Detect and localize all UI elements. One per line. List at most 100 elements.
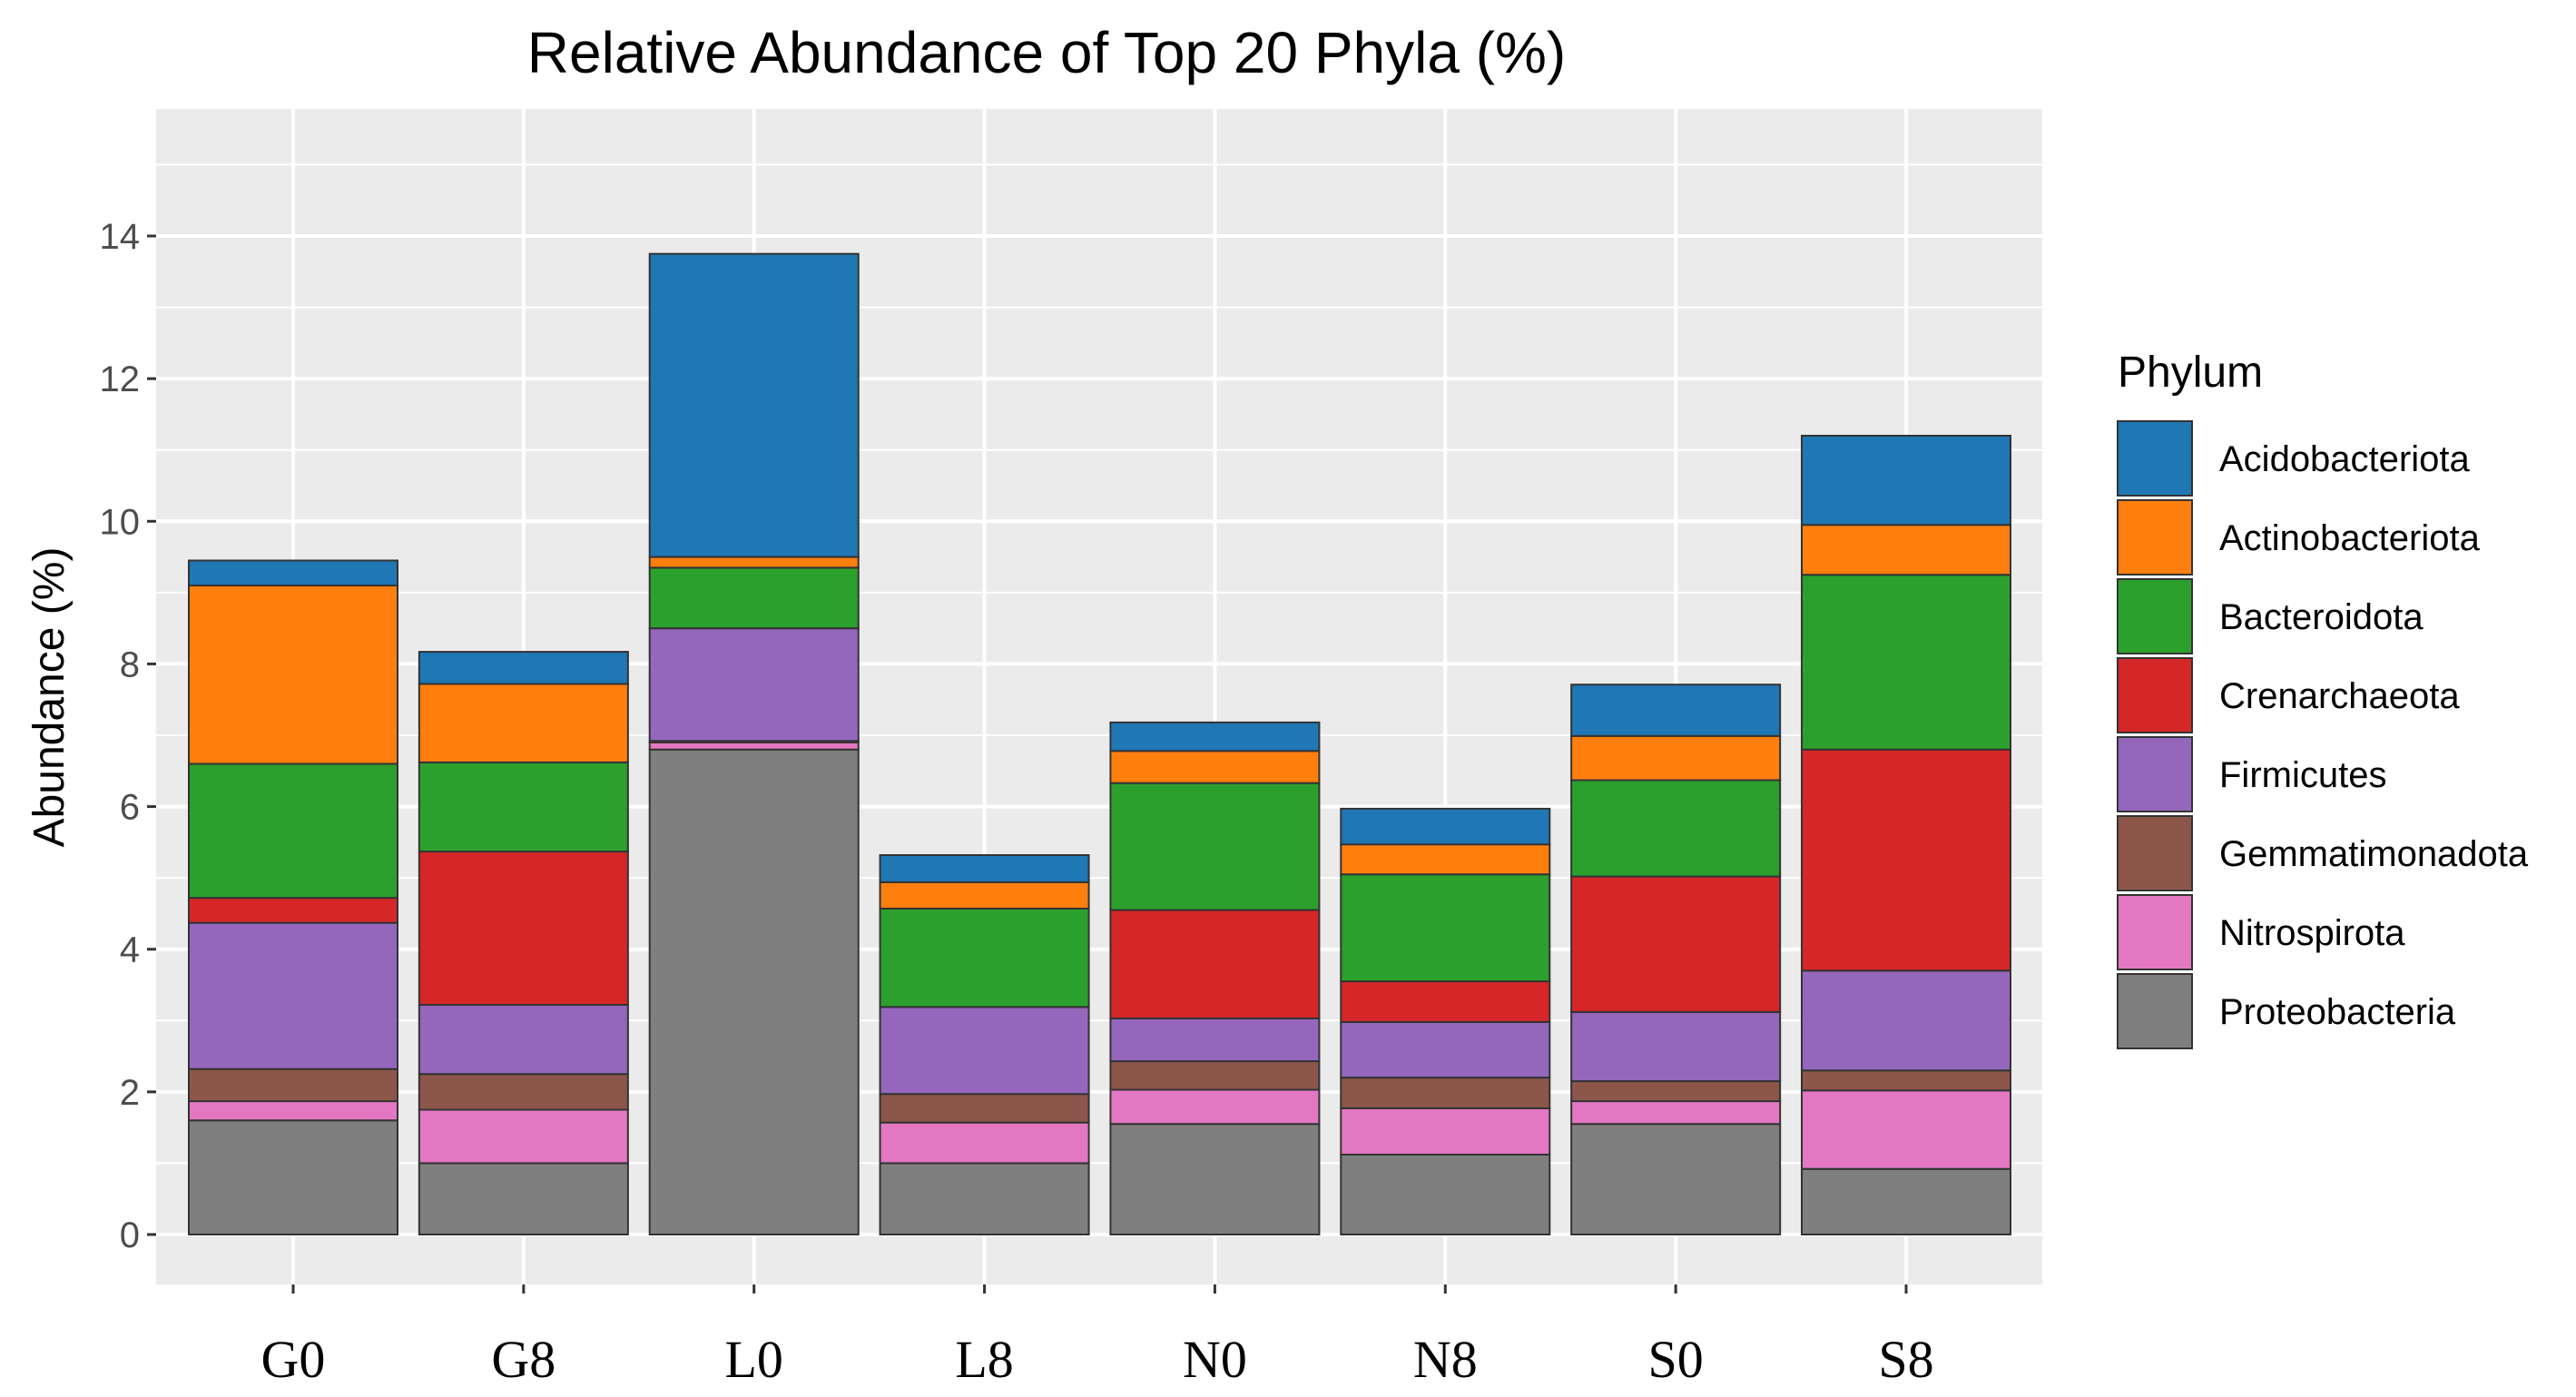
bar-segment-G0-nitrospirota — [188, 1100, 398, 1122]
bar-segment-G0-firmicutes — [188, 921, 398, 1070]
bar-segment-N0-gemmatimonadota — [1109, 1060, 1321, 1091]
x-tick-label-L0: L0 — [724, 1330, 782, 1389]
bars — [188, 252, 2011, 1236]
bar-segment-L8-acidobacteriota — [879, 854, 1090, 883]
legend-key-nitrospirota — [2117, 894, 2193, 970]
bar-segment-G0-crenarchaeota — [188, 897, 398, 924]
bar-segment-G0-actinobacteriota — [188, 585, 398, 765]
x-axis: G0 G8 L0 L8 N0 N8 S0 S8 — [261, 1284, 1934, 1389]
y-tick-label: 10 — [100, 502, 141, 542]
legend-key-firmicutes — [2117, 736, 2193, 812]
bar-segment-L8-firmicutes — [879, 1006, 1090, 1096]
bar-segment-L8-actinobacteriota — [879, 881, 1090, 910]
bar-segment-N0-acidobacteriota — [1109, 721, 1321, 753]
bar-segment-L0-proteobacteria — [648, 748, 860, 1235]
bar-segment-N8-proteobacteria — [1340, 1154, 1551, 1235]
bar-segment-L0-acidobacteriota — [648, 252, 860, 558]
bar-segment-G0-gemmatimonadota — [188, 1067, 398, 1103]
x-tick-label-L8: L8 — [955, 1330, 1013, 1389]
y-axis: 0 2 4 6 8 10 12 14 — [100, 217, 156, 1255]
legend-key-proteobacteria — [2117, 973, 2193, 1049]
bar-segment-N8-acidobacteriota — [1340, 807, 1551, 846]
bar-segment-S8-acidobacteriota — [1801, 435, 2011, 526]
bar-segment-G0-acidobacteriota — [188, 559, 398, 586]
bar-segment-S8-nitrospirota — [1801, 1089, 2011, 1170]
bar-segment-S8-firmicutes — [1801, 969, 2011, 1072]
bar-segment-S0-firmicutes — [1570, 1010, 1782, 1083]
legend-key-actinobacteriota — [2117, 499, 2193, 576]
chart-title: Relative Abundance of Top 20 Phyla (%) — [527, 20, 1566, 85]
y-tick-label: 4 — [120, 930, 140, 970]
x-tick-label-S0: S0 — [1648, 1330, 1704, 1389]
bar-segment-L8-nitrospirota — [879, 1121, 1090, 1165]
legend-label-actinobacteriota: Actinobacteriota — [2219, 518, 2481, 558]
legend-label-firmicutes: Firmicutes — [2219, 755, 2386, 795]
bar-segment-S8-bacteroidota — [1801, 574, 2011, 751]
bar-segment-N0-firmicutes — [1109, 1017, 1321, 1063]
bar-segment-S0-nitrospirota — [1570, 1100, 1782, 1126]
x-tick-label-S8: S8 — [1878, 1330, 1933, 1389]
bar-segment-N8-bacteroidota — [1340, 873, 1551, 983]
bar-segment-N0-nitrospirota — [1109, 1088, 1321, 1126]
legend-label-proteobacteria: Proteobacteria — [2219, 992, 2456, 1032]
legend-label-gemmatimonadota: Gemmatimonadota — [2219, 834, 2529, 874]
bar-segment-S8-gemmatimonadota — [1801, 1069, 2011, 1092]
y-tick-label: 14 — [100, 217, 141, 257]
bar-segment-N0-bacteroidota — [1109, 782, 1321, 911]
bar-segment-N8-nitrospirota — [1340, 1107, 1551, 1156]
bar-segment-S8-actinobacteriota — [1801, 524, 2011, 576]
bar-segment-S0-bacteroidota — [1570, 779, 1782, 878]
bar-segment-N8-gemmatimonadota — [1340, 1077, 1551, 1109]
bar-segment-G8-acidobacteriota — [418, 651, 629, 685]
bar-segment-N0-crenarchaeota — [1109, 909, 1321, 1019]
legend-label-nitrospirota: Nitrospirota — [2219, 913, 2405, 953]
y-tick-label: 12 — [100, 359, 141, 399]
y-tick-label: 2 — [120, 1073, 140, 1113]
legend-title: Phylum — [2118, 349, 2263, 397]
bar-segment-S0-proteobacteria — [1570, 1123, 1782, 1235]
bar-segment-L0-firmicutes — [648, 627, 860, 743]
y-tick-label: 8 — [120, 644, 140, 684]
bar-segment-S0-actinobacteriota — [1570, 734, 1782, 782]
bar-segment-L8-proteobacteria — [879, 1162, 1090, 1236]
legend-label-crenarchaeota: Crenarchaeota — [2219, 676, 2460, 716]
legend-key-acidobacteriota — [2117, 420, 2193, 497]
x-tick-label-G0: G0 — [261, 1330, 326, 1389]
y-tick-label: 6 — [120, 788, 140, 828]
bar-segment-S8-proteobacteria — [1801, 1167, 2011, 1235]
legend-key-bacteroidota — [2117, 578, 2193, 654]
legend-key-crenarchaeota — [2117, 657, 2193, 733]
bar-segment-L0-actinobacteriota — [648, 556, 860, 569]
bar-segment-L8-bacteroidota — [879, 907, 1090, 1008]
legend-key-gemmatimonadota — [2117, 815, 2193, 891]
legend-label-bacteroidota: Bacteroidota — [2219, 597, 2424, 637]
x-tick-label-G8: G8 — [491, 1330, 556, 1389]
bar-segment-L0-nitrospirota — [648, 741, 860, 751]
bar-segment-G0-bacteroidota — [188, 762, 398, 900]
bar-segment-G8-crenarchaeota — [418, 851, 629, 1006]
bar-segment-N0-proteobacteria — [1109, 1123, 1321, 1235]
x-tick-label-N0: N0 — [1183, 1330, 1247, 1389]
legend: Phylum Acidobacteriota Actinobacteriota Ba… — [2117, 349, 2529, 1049]
bar-segment-N8-actinobacteriota — [1340, 843, 1551, 876]
bar-segment-L8-gemmatimonadota — [879, 1093, 1090, 1124]
bar-segment-G8-gemmatimonadota — [418, 1073, 629, 1111]
bar-segment-S0-crenarchaeota — [1570, 875, 1782, 1013]
bar-segment-G0-proteobacteria — [188, 1119, 398, 1236]
bar-segment-G8-actinobacteriota — [418, 683, 629, 763]
bar-segment-N0-actinobacteriota — [1109, 750, 1321, 784]
legend-label-acidobacteriota: Acidobacteriota — [2219, 439, 2470, 479]
bar-segment-L0-bacteroidota — [648, 566, 860, 630]
bar-segment-N8-crenarchaeota — [1340, 980, 1551, 1023]
x-tick-label-N8: N8 — [1413, 1330, 1478, 1389]
bar-segment-G8-firmicutes — [418, 1004, 629, 1076]
bar-segment-G8-bacteroidota — [418, 761, 629, 853]
bar-segment-S0-acidobacteriota — [1570, 684, 1782, 737]
bar-segment-G8-nitrospirota — [418, 1108, 629, 1165]
bar-segment-N8-firmicutes — [1340, 1020, 1551, 1079]
y-axis-label: Abundance (%) — [25, 547, 74, 848]
bar-segment-S0-gemmatimonadota — [1570, 1080, 1782, 1103]
bar-segment-S8-crenarchaeota — [1801, 748, 2011, 972]
y-tick-label: 0 — [120, 1215, 140, 1255]
